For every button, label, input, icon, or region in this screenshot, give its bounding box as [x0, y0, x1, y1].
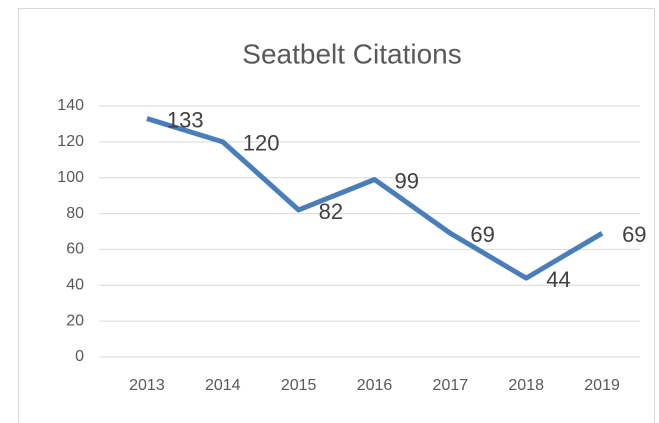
y-tick-label: 40 [66, 277, 84, 294]
data-label: 99 [395, 168, 419, 193]
y-tick-label: 20 [66, 312, 84, 329]
data-label: 69 [622, 222, 646, 247]
chart-title: Seatbelt Citations [242, 38, 461, 69]
data-label: 82 [319, 199, 343, 224]
y-tick-label: 80 [66, 205, 84, 222]
data-label: 69 [470, 222, 494, 247]
y-tick-label: 120 [57, 133, 84, 150]
data-label: 44 [546, 267, 570, 292]
x-tick-label: 2013 [129, 377, 165, 394]
x-tick-label: 2014 [205, 377, 241, 394]
x-tick-label: 2017 [433, 377, 469, 394]
data-line [146, 116, 604, 281]
y-tick-label: 60 [66, 241, 84, 258]
y-tick-label: 140 [57, 97, 84, 114]
y-tick-label: 0 [75, 348, 84, 365]
x-tick-label: 2019 [584, 377, 620, 394]
data-label: 133 [167, 107, 204, 132]
chart-frame [18, 8, 655, 423]
x-tick-label: 2015 [281, 377, 317, 394]
x-tick-label: 2016 [357, 377, 393, 394]
y-tick-label: 100 [57, 169, 84, 186]
x-tick-label: 2018 [508, 377, 544, 394]
data-label: 120 [243, 131, 280, 156]
